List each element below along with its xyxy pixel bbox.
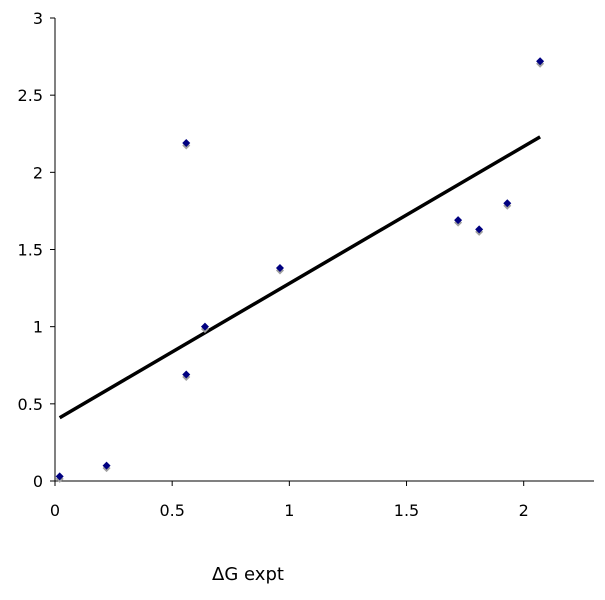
data-point	[102, 461, 111, 470]
data-point	[200, 322, 209, 331]
y-tick-label: 2.5	[18, 86, 43, 105]
x-tick-label: 0.5	[159, 501, 184, 520]
ticks: 0 0.5 1 1.5 2 2.5 3 0 0.5 1 1.5 2	[18, 9, 529, 520]
y-tick-label: 1	[33, 318, 43, 337]
data-points	[55, 57, 545, 483]
x-axis-title: ΔG expt	[212, 564, 284, 585]
y-tick-label: 0.5	[18, 395, 43, 414]
data-point	[475, 225, 484, 234]
x-tick-label: 0	[50, 501, 60, 520]
y-tick-label: 3	[33, 9, 43, 28]
x-tick-label: 2	[519, 501, 529, 520]
trendline	[58, 135, 541, 420]
x-tick-label: 1.5	[394, 501, 419, 520]
data-point	[55, 472, 64, 481]
axes	[54, 18, 594, 482]
data-point	[275, 264, 284, 273]
data-point	[536, 57, 545, 66]
trendline-group	[58, 135, 541, 420]
data-point	[454, 216, 463, 225]
y-tick-label: 2	[33, 163, 43, 182]
data-point	[503, 199, 512, 208]
x-tick-label: 1	[284, 501, 294, 520]
data-point	[182, 370, 191, 379]
data-point	[182, 139, 191, 148]
y-tick-label: 1.5	[18, 241, 43, 260]
y-tick-label: 0	[33, 472, 43, 491]
